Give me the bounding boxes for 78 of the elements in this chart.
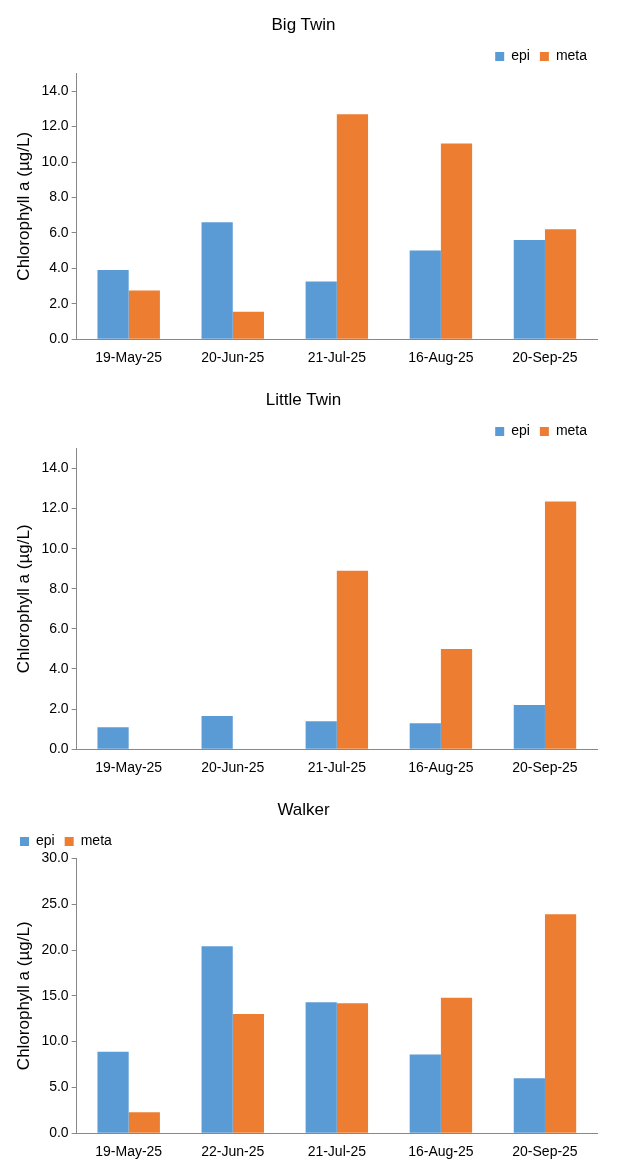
y-tick-label: 2.0 bbox=[49, 294, 69, 311]
y-axis-title: Chlorophyll a (µg/L) bbox=[13, 131, 33, 281]
bar bbox=[336, 570, 369, 749]
y-tick-label: 10.0 bbox=[41, 1032, 69, 1049]
y-tick-label: 12.0 bbox=[41, 499, 69, 516]
y-tick-label: 5.0 bbox=[49, 1078, 69, 1095]
legend-label: meta bbox=[80, 832, 113, 849]
legend-label: meta bbox=[555, 422, 588, 439]
bar bbox=[97, 270, 129, 339]
legend-label: epi bbox=[511, 47, 530, 64]
bar bbox=[97, 727, 129, 749]
y-tick-label: 14.0 bbox=[41, 81, 69, 98]
bar bbox=[305, 1002, 337, 1133]
x-tick-label: 20-Jun-25 bbox=[201, 349, 265, 366]
chart-title: Big Twin bbox=[271, 14, 336, 34]
y-tick-label: 14.0 bbox=[41, 459, 69, 476]
bar bbox=[336, 114, 369, 339]
y-tick-label: 8.0 bbox=[49, 188, 69, 205]
bar bbox=[97, 1051, 129, 1133]
x-tick-label: 19-May-25 bbox=[95, 1143, 163, 1160]
y-tick-label: 0.0 bbox=[49, 740, 69, 757]
bar bbox=[128, 1112, 160, 1133]
legend-label: epi bbox=[36, 832, 55, 849]
x-tick-label: 16-Aug-25 bbox=[408, 1143, 474, 1160]
y-tick-label: 6.0 bbox=[49, 223, 69, 240]
bar bbox=[544, 914, 577, 1133]
bar bbox=[440, 648, 473, 749]
x-tick-label: 20-Sep-25 bbox=[512, 349, 578, 366]
x-tick-label: 21-Jul-25 bbox=[307, 759, 367, 776]
legend-label: meta bbox=[555, 47, 588, 64]
y-tick-label: 4.0 bbox=[49, 659, 69, 676]
x-tick-label: 16-Aug-25 bbox=[408, 349, 474, 366]
bar bbox=[440, 997, 473, 1133]
bar bbox=[336, 1003, 369, 1133]
x-tick-label: 20-Sep-25 bbox=[512, 1143, 578, 1160]
legend-label: epi bbox=[511, 422, 530, 439]
bar bbox=[305, 281, 337, 339]
y-tick-label: 25.0 bbox=[41, 895, 69, 912]
y-axis-title: Chlorophyll a (µg/L) bbox=[13, 524, 33, 674]
bar bbox=[305, 721, 337, 749]
y-axis-title: Chlorophyll a (µg/L) bbox=[13, 921, 33, 1071]
y-tick-label: 4.0 bbox=[49, 259, 69, 276]
bar bbox=[201, 716, 233, 749]
bar bbox=[513, 239, 545, 339]
bar bbox=[544, 229, 577, 339]
x-tick-label: 20-Jun-25 bbox=[201, 759, 265, 776]
bar bbox=[201, 222, 233, 339]
x-tick-label: 22-Jun-25 bbox=[201, 1143, 265, 1160]
bar bbox=[232, 311, 264, 339]
chart-title: Little Twin bbox=[265, 389, 342, 409]
bar bbox=[440, 143, 473, 339]
bar bbox=[409, 1054, 441, 1133]
y-tick-label: 2.0 bbox=[49, 699, 69, 716]
bar bbox=[544, 501, 577, 749]
bar bbox=[513, 1078, 545, 1133]
x-tick-label: 16-Aug-25 bbox=[408, 759, 474, 776]
bar bbox=[128, 290, 160, 339]
bar bbox=[409, 723, 441, 749]
x-tick-label: 21-Jul-25 bbox=[307, 349, 367, 366]
y-tick-label: 30.0 bbox=[41, 849, 69, 866]
y-tick-label: 12.0 bbox=[41, 117, 69, 134]
y-tick-label: 0.0 bbox=[49, 1124, 69, 1141]
y-tick-label: 10.0 bbox=[41, 152, 69, 169]
x-tick-label: 19-May-25 bbox=[95, 349, 163, 366]
bar bbox=[201, 946, 233, 1133]
x-tick-label: 19-May-25 bbox=[95, 759, 163, 776]
y-tick-label: 8.0 bbox=[49, 579, 69, 596]
y-tick-label: 6.0 bbox=[49, 619, 69, 636]
y-tick-label: 0.0 bbox=[49, 330, 69, 347]
x-tick-label: 20-Sep-25 bbox=[512, 759, 578, 776]
x-tick-label: 21-Jul-25 bbox=[307, 1143, 367, 1160]
y-tick-label: 15.0 bbox=[41, 986, 69, 1003]
bar bbox=[513, 705, 545, 749]
y-tick-label: 10.0 bbox=[41, 539, 69, 556]
bar bbox=[232, 1014, 264, 1133]
y-tick-label: 20.0 bbox=[41, 940, 69, 957]
bar bbox=[409, 250, 441, 339]
chart-title: Walker bbox=[277, 799, 330, 819]
